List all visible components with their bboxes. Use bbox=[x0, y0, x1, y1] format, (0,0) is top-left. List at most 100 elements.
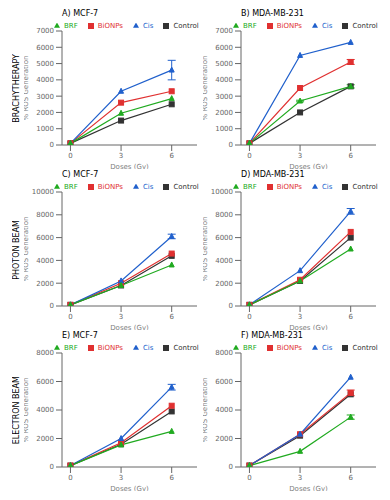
html-text:Cis: Cis bbox=[322, 183, 333, 191]
svg-text:6: 6 bbox=[348, 313, 353, 321]
html-text:BiONPs: BiONPs bbox=[276, 22, 302, 30]
svg-text:4000: 4000 bbox=[36, 406, 54, 414]
svg-text:6000: 6000 bbox=[215, 378, 233, 386]
svg-text:3000: 3000 bbox=[36, 93, 54, 101]
svg-text:% ROS Generation: % ROS Generation bbox=[24, 56, 30, 121]
svg-text:6: 6 bbox=[169, 474, 174, 482]
html-text:D) MDA-MB-231: D) MDA-MB-231 bbox=[241, 170, 305, 179]
html-text:Cis: Cis bbox=[143, 22, 154, 30]
svg-text:6000: 6000 bbox=[36, 234, 54, 242]
svg-text:6: 6 bbox=[169, 152, 174, 160]
svg-text:3: 3 bbox=[298, 152, 302, 160]
html-text:BiONPs: BiONPs bbox=[97, 183, 123, 191]
svg-text:0: 0 bbox=[229, 463, 233, 471]
svg-text:2000: 2000 bbox=[36, 109, 54, 117]
html-text:PHOTON BEAM: PHOTON BEAM bbox=[11, 219, 21, 280]
html-text:BRF: BRF bbox=[64, 22, 78, 30]
svg-text:0: 0 bbox=[247, 152, 251, 160]
svg-text:1000: 1000 bbox=[215, 125, 233, 133]
html-text:BiONPs: BiONPs bbox=[97, 22, 123, 30]
svg-text:0: 0 bbox=[247, 313, 251, 321]
svg-text:6000: 6000 bbox=[215, 234, 233, 242]
svg-text:3: 3 bbox=[119, 152, 123, 160]
svg-text:4000: 4000 bbox=[36, 76, 54, 84]
html-text:Cis: Cis bbox=[143, 344, 154, 352]
html-text:BRF: BRF bbox=[243, 183, 257, 191]
svg-text:Doses (Gy): Doses (Gy) bbox=[110, 163, 149, 169]
html-text:Cis: Cis bbox=[143, 183, 154, 191]
html-text:Control: Control bbox=[352, 183, 378, 191]
svg-text:8000: 8000 bbox=[36, 211, 54, 219]
svg-text:1000: 1000 bbox=[36, 125, 54, 133]
svg-text:6: 6 bbox=[348, 474, 353, 482]
svg-text:6000: 6000 bbox=[215, 44, 233, 52]
svg-text:2000: 2000 bbox=[36, 435, 54, 443]
html-text:Control: Control bbox=[173, 344, 199, 352]
html-text:A) MCF-7: A) MCF-7 bbox=[62, 9, 99, 18]
svg-text:0: 0 bbox=[68, 313, 72, 321]
svg-text:6000: 6000 bbox=[36, 44, 54, 52]
svg-text:3: 3 bbox=[298, 474, 302, 482]
svg-text:7000: 7000 bbox=[215, 27, 233, 35]
svg-text:7000: 7000 bbox=[36, 27, 54, 35]
svg-text:4000: 4000 bbox=[215, 257, 233, 265]
svg-text:0: 0 bbox=[50, 141, 54, 149]
svg-text:0: 0 bbox=[50, 463, 54, 471]
svg-text:6000: 6000 bbox=[36, 378, 54, 386]
svg-text:% ROS Generation: % ROS Generation bbox=[203, 56, 209, 121]
html-text:BiONPs: BiONPs bbox=[97, 344, 123, 352]
svg-text:3: 3 bbox=[119, 313, 123, 321]
svg-text:10000: 10000 bbox=[32, 188, 54, 196]
svg-text:% ROS Generation: % ROS Generation bbox=[24, 378, 30, 443]
html-text:Control: Control bbox=[173, 183, 199, 191]
svg-text:% ROS Generation: % ROS Generation bbox=[203, 217, 209, 282]
svg-text:Doses (Gy): Doses (Gy) bbox=[289, 324, 328, 330]
html-text:ELECTRON BEAM: ELECTRON BEAM bbox=[11, 376, 21, 445]
svg-text:2000: 2000 bbox=[215, 280, 233, 288]
svg-text:5000: 5000 bbox=[215, 60, 233, 68]
svg-text:Doses (Gy): Doses (Gy) bbox=[110, 324, 149, 330]
html-text:BiONPs: BiONPs bbox=[276, 344, 302, 352]
html-text:BRF: BRF bbox=[64, 344, 78, 352]
svg-text:4000: 4000 bbox=[36, 257, 54, 265]
svg-text:8000: 8000 bbox=[215, 211, 233, 219]
svg-text:10000: 10000 bbox=[211, 188, 233, 196]
svg-text:8000: 8000 bbox=[36, 349, 54, 357]
html-text:BiONPs: BiONPs bbox=[276, 183, 302, 191]
html-text:BRF: BRF bbox=[64, 183, 78, 191]
html-text:B) MDA-MB-231: B) MDA-MB-231 bbox=[241, 9, 304, 18]
svg-text:Doses (Gy): Doses (Gy) bbox=[289, 163, 328, 169]
svg-text:2000: 2000 bbox=[36, 280, 54, 288]
svg-text:0: 0 bbox=[50, 302, 54, 310]
html-text:Control: Control bbox=[352, 22, 378, 30]
svg-text:Doses (Gy): Doses (Gy) bbox=[110, 485, 149, 491]
svg-text:0: 0 bbox=[229, 141, 233, 149]
html-text:BRF: BRF bbox=[243, 22, 257, 30]
svg-text:% ROS Generation: % ROS Generation bbox=[203, 378, 209, 443]
html-text:F) MDA-MB-231: F) MDA-MB-231 bbox=[241, 331, 303, 340]
svg-text:8000: 8000 bbox=[215, 349, 233, 357]
svg-text:4000: 4000 bbox=[215, 76, 233, 84]
svg-text:6: 6 bbox=[169, 313, 174, 321]
svg-text:4000: 4000 bbox=[215, 406, 233, 414]
svg-text:0: 0 bbox=[68, 152, 72, 160]
svg-text:3: 3 bbox=[298, 313, 302, 321]
svg-text:5000: 5000 bbox=[36, 60, 54, 68]
svg-text:3000: 3000 bbox=[215, 93, 233, 101]
html-text:E) MCF-7: E) MCF-7 bbox=[62, 331, 98, 340]
svg-text:% ROS Generation: % ROS Generation bbox=[24, 217, 30, 282]
html-text:Cis: Cis bbox=[322, 22, 333, 30]
svg-text:6: 6 bbox=[348, 152, 353, 160]
html-text:C) MCF-7: C) MCF-7 bbox=[62, 170, 99, 179]
svg-text:2000: 2000 bbox=[215, 435, 233, 443]
html-text:Control: Control bbox=[173, 22, 199, 30]
html-text:BRACHYTHERAPY: BRACHYTHERAPY bbox=[11, 54, 21, 123]
svg-text:Doses (Gy): Doses (Gy) bbox=[289, 485, 328, 491]
html-text:BRF: BRF bbox=[243, 344, 257, 352]
svg-text:0: 0 bbox=[68, 474, 72, 482]
svg-text:0: 0 bbox=[229, 302, 233, 310]
svg-text:3: 3 bbox=[119, 474, 123, 482]
html-text:Cis: Cis bbox=[322, 344, 333, 352]
svg-text:0: 0 bbox=[247, 474, 251, 482]
svg-text:2000: 2000 bbox=[215, 109, 233, 117]
